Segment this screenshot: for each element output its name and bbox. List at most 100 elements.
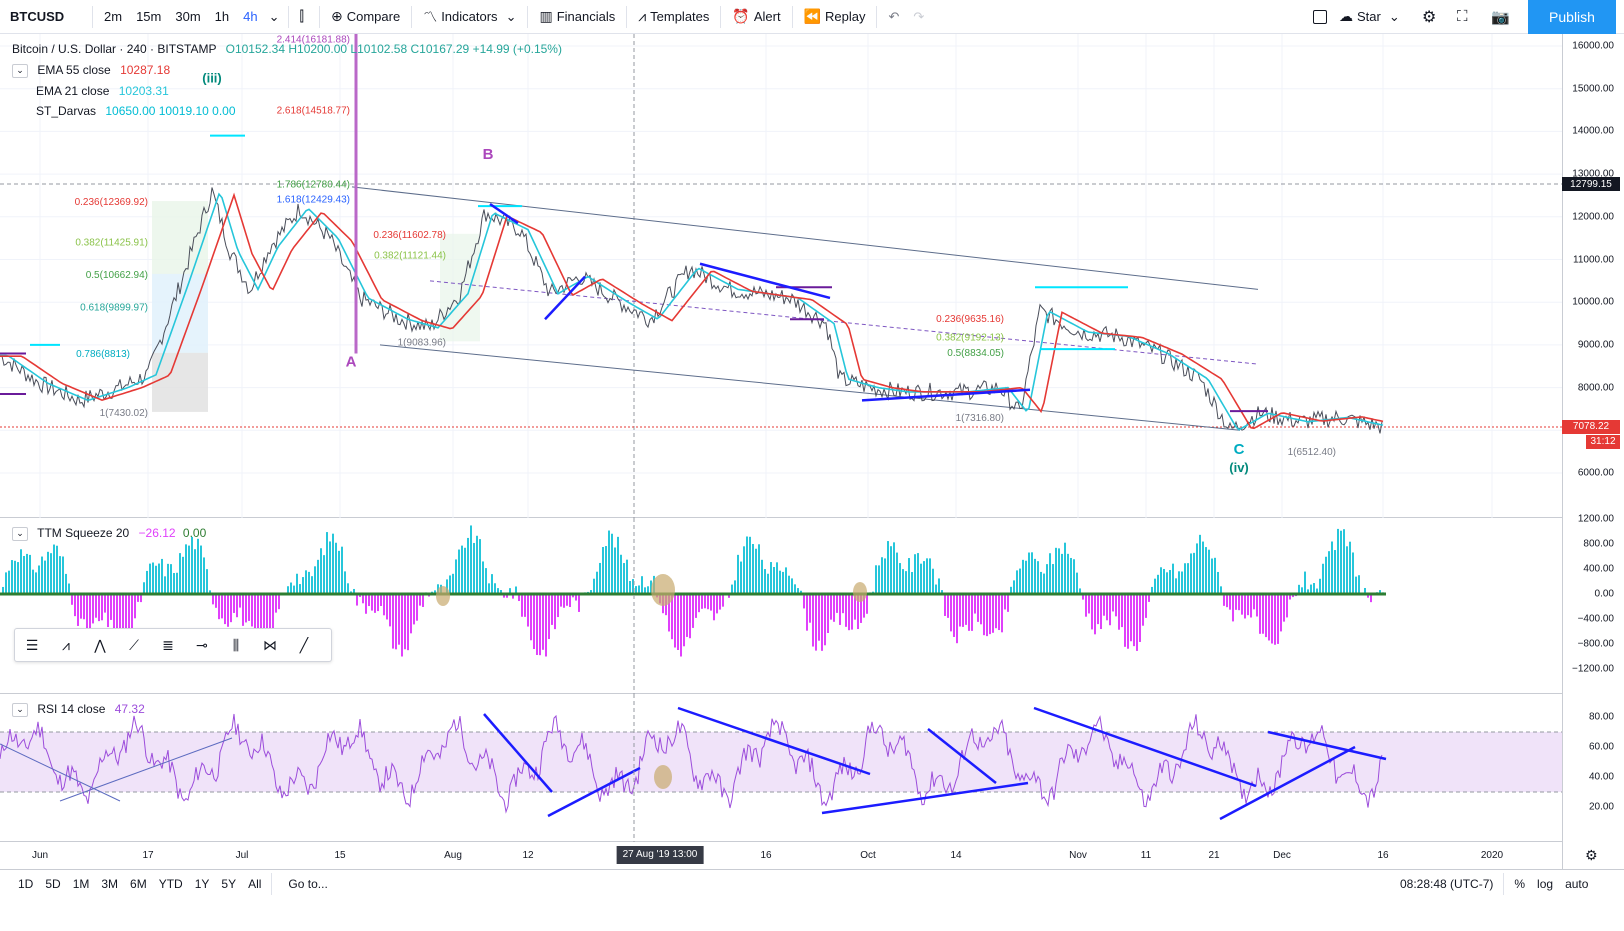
compare-button[interactable]: ⊕ Compare <box>324 0 407 34</box>
range-button[interactable]: 1Y <box>194 877 210 891</box>
squeeze-bar <box>569 594 571 608</box>
ema21-name: EMA 21 close <box>36 84 110 98</box>
fib-retracement-icon[interactable]: ≣ <box>162 636 174 653</box>
timeframe-30m[interactable]: 30m <box>175 9 201 24</box>
range-button[interactable]: 5Y <box>221 877 237 891</box>
timeframe-dropdown-icon[interactable]: ⌄ <box>268 8 280 24</box>
squeeze-bar <box>47 551 49 594</box>
vertical-lines-icon[interactable]: ⫼ <box>232 636 240 653</box>
squeeze-bar <box>707 594 709 610</box>
rewind-icon: ⏪ <box>803 8 821 24</box>
candle-style-icon[interactable]: ⫿ <box>299 8 304 24</box>
squeeze-bar <box>434 590 436 594</box>
squeeze-bar <box>986 594 988 637</box>
rsi-trendline <box>547 766 641 818</box>
publish-button[interactable]: Publish <box>1528 0 1616 34</box>
timeframe-2m[interactable]: 2m <box>104 9 123 24</box>
timeframe-1h[interactable]: 1h <box>214 9 230 24</box>
collapse-legend-icon[interactable]: ⌄ <box>12 63 28 78</box>
squeeze-bar <box>197 538 199 594</box>
goto-button[interactable]: Go to... <box>288 877 328 891</box>
ttm-squeeze-pane[interactable]: ⌄ TTM Squeeze 20 −26.12 0.00 <box>0 518 1562 694</box>
clock-label[interactable]: 08:28:48 (UTC-7) <box>1400 877 1494 891</box>
collapse-legend-icon[interactable]: ⌄ <box>12 526 28 541</box>
rsi-pane[interactable]: ⌄ RSI 14 close 47.32 <box>0 694 1562 842</box>
range-button[interactable]: 6M <box>130 877 147 891</box>
squeeze-bar <box>269 594 271 635</box>
squeeze-bar <box>1256 594 1258 617</box>
squeeze-bar <box>728 594 730 598</box>
auto-toggle[interactable]: auto <box>1565 877 1589 891</box>
squeeze-bar <box>452 573 454 594</box>
timeframe-4h[interactable]: 4h <box>243 9 258 24</box>
redo-icon[interactable]: ↷ <box>913 8 925 24</box>
squeeze-bar <box>689 594 691 639</box>
alert-button[interactable]: ⏰ Alert <box>725 0 787 34</box>
gear-icon[interactable]: ⚙ <box>1422 8 1437 26</box>
squeeze-bar <box>791 578 793 594</box>
squeeze-bar <box>305 570 307 594</box>
squeeze-bar <box>158 563 160 594</box>
rsi-trendline <box>483 713 553 793</box>
rsi-axis[interactable]: 80.00 60.00 40.00 20.00 <box>1562 694 1624 842</box>
elliott-impulse-icon[interactable]: ⩘ <box>62 636 70 653</box>
range-button[interactable]: 1D <box>18 877 34 891</box>
alert-label: Alert <box>753 9 781 24</box>
squeeze-bar <box>698 594 700 613</box>
pattern-icon[interactable]: ⋈ <box>263 636 277 653</box>
price-pane[interactable]: (iii) B A C (iv) 0.236(12369.92) 0.382(11425.9… <box>0 34 1562 518</box>
ttm-axis[interactable]: 1200.00 800.00 400.00 0.00 −400.00 −800.00 −12… <box>1562 514 1624 694</box>
darvas-legend[interactable]: ST_Darvas 10650.00 10019.10 0.00 <box>36 104 236 118</box>
squeeze-bar <box>737 554 739 594</box>
squeeze-bar <box>71 594 73 605</box>
time-axis[interactable]: 27 Aug '19 13:00 Jun 17 Jul 15 Aug 12 16 Oct 14 N… <box>0 842 1562 870</box>
ttm-tick: −800.00 <box>1577 638 1614 650</box>
squeeze-bar <box>1244 594 1246 619</box>
squeeze-bar <box>95 594 97 618</box>
ttm-legend[interactable]: ⌄ TTM Squeeze 20 −26.12 0.00 <box>12 526 206 541</box>
elliott-correction-icon[interactable]: ⋀ <box>94 636 106 653</box>
rsi-trendline <box>1219 745 1356 821</box>
squeeze-bar <box>413 594 415 625</box>
undo-icon[interactable]: ↶ <box>888 8 900 24</box>
replay-button[interactable]: ⏪ Replay <box>797 0 873 34</box>
squeeze-bar <box>278 594 280 610</box>
symbol-search[interactable]: BTCUSD <box>10 9 65 24</box>
fullscreen-box-icon[interactable] <box>1306 0 1334 34</box>
ray-icon[interactable]: ╱ <box>299 636 309 653</box>
range-button[interactable]: All <box>248 877 262 891</box>
ema21-legend[interactable]: EMA 21 close 10203.31 <box>36 84 169 98</box>
trendline-icon[interactable]: ⟋ <box>129 636 139 653</box>
squeeze-bar <box>119 594 121 645</box>
squeeze-bar <box>1004 594 1006 610</box>
log-toggle[interactable]: log <box>1537 877 1554 891</box>
range-button[interactable]: 3M <box>101 877 119 891</box>
squeeze-bar <box>1064 542 1066 594</box>
camera-icon[interactable]: 📷 <box>1491 8 1510 26</box>
financials-button[interactable]: ▥ Financials <box>532 0 622 34</box>
squeeze-bar <box>1259 594 1261 634</box>
squeeze-bar <box>635 586 637 594</box>
menu-lines-icon[interactable]: ☰ <box>25 636 39 653</box>
horizontal-line-icon[interactable]: ⊸ <box>196 636 208 653</box>
rsi-legend[interactable]: ⌄ RSI 14 close 47.32 <box>12 702 145 717</box>
collapse-legend-icon[interactable]: ⌄ <box>12 702 28 717</box>
fib-label: 2.414(16181.88) <box>277 34 350 45</box>
settings-gear-icon[interactable]: ⚙ <box>1585 847 1598 863</box>
range-button[interactable]: 5D <box>45 877 61 891</box>
ema55-name: EMA 55 close <box>37 63 111 77</box>
squeeze-bar <box>539 594 541 656</box>
percent-toggle[interactable]: % <box>1514 877 1526 891</box>
ema55-legend[interactable]: ⌄ EMA 55 close 10287.18 <box>12 63 170 78</box>
templates-button[interactable]: ⩘ Templates <box>631 0 716 34</box>
timeframe-15m[interactable]: 15m <box>136 9 162 24</box>
indicators-button[interactable]: 〽 Indicators ⌄ <box>416 0 523 34</box>
squeeze-bar <box>1052 564 1054 594</box>
star-button[interactable]: ☁ Star ⌄ <box>1332 0 1407 34</box>
expand-icon[interactable]: ⛶ <box>1457 8 1468 25</box>
separator <box>411 5 413 28</box>
financials-label: Financials <box>556 9 616 24</box>
range-button[interactable]: 1M <box>72 877 90 891</box>
range-button[interactable]: YTD <box>158 877 183 891</box>
squeeze-bar <box>866 594 868 614</box>
